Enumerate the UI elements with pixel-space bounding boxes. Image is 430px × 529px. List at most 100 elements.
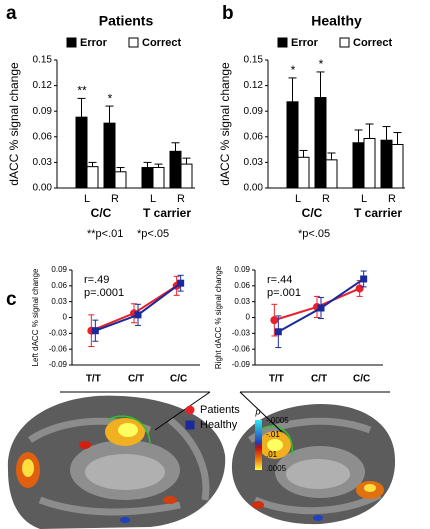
bar bbox=[180, 163, 193, 189]
y-tick-label: -0.06 bbox=[49, 344, 68, 353]
colorbar-label: -.0005 bbox=[266, 416, 289, 425]
group-label: T carrier bbox=[354, 206, 402, 220]
x-tick-label: R bbox=[322, 193, 330, 205]
y-tick-label: 0.00 bbox=[33, 183, 53, 194]
point bbox=[355, 284, 364, 293]
y-tick-label: 0.00 bbox=[244, 183, 264, 194]
footnote: **p<.01 bbox=[87, 228, 123, 240]
legend-label: Error bbox=[80, 37, 108, 49]
brain-right bbox=[231, 404, 396, 525]
group-label: C/C bbox=[91, 206, 112, 220]
x-tick-label: R bbox=[388, 193, 396, 205]
connector bbox=[239, 391, 283, 433]
significance-mark: * bbox=[291, 63, 296, 77]
bar bbox=[314, 97, 327, 189]
x-tick-label: C/T bbox=[311, 374, 327, 385]
x-tick-label: T/T bbox=[86, 374, 101, 385]
y-axis-label: Left dACC % signal change bbox=[31, 268, 40, 366]
y-tick-label: 0.06 bbox=[244, 131, 264, 142]
point bbox=[317, 304, 325, 312]
x-tick-label: C/C bbox=[353, 374, 370, 385]
annotation: r=.44 bbox=[267, 274, 292, 286]
y-tick-label: 0.03 bbox=[51, 297, 67, 306]
legend-label: Patients bbox=[200, 404, 240, 416]
y-axis-label: dACC % signal change bbox=[218, 62, 232, 186]
legend-label: Correct bbox=[142, 37, 181, 49]
y-tick-label: 0.12 bbox=[244, 80, 264, 91]
bar bbox=[103, 122, 116, 189]
x-tick-label: L bbox=[150, 193, 156, 205]
chart-title: Patients bbox=[99, 13, 154, 29]
y-tick-label: 0 bbox=[246, 313, 251, 322]
x-tick-label: L bbox=[84, 193, 90, 205]
y-tick-label: 0 bbox=[63, 313, 68, 322]
x-tick-label: C/C bbox=[170, 374, 187, 385]
annotation: p=.001 bbox=[267, 287, 301, 299]
colorbar bbox=[255, 420, 262, 470]
significance-mark: * bbox=[319, 57, 324, 71]
footnote: *p<.05 bbox=[137, 228, 169, 240]
y-axis-label: dACC % signal change bbox=[7, 62, 21, 186]
y-tick-label: -0.06 bbox=[232, 344, 251, 353]
y-tick-label: 0.15 bbox=[33, 55, 53, 66]
y-tick-label: 0.03 bbox=[33, 157, 53, 168]
significance-mark: ** bbox=[77, 84, 87, 98]
bar bbox=[286, 101, 299, 189]
y-tick-label: -0.09 bbox=[49, 360, 68, 369]
bar bbox=[380, 139, 393, 189]
legend-swatch bbox=[339, 37, 350, 48]
legend-label: Error bbox=[291, 37, 319, 49]
brain-left bbox=[7, 395, 226, 529]
significance-mark: * bbox=[108, 91, 113, 105]
legend-swatch bbox=[185, 420, 195, 430]
y-tick-label: 0.09 bbox=[244, 106, 264, 117]
y-tick-label: 0.12 bbox=[33, 80, 53, 91]
x-tick-label: R bbox=[111, 193, 119, 205]
y-tick-label: 0.06 bbox=[33, 131, 53, 142]
y-tick-label: 0.15 bbox=[244, 55, 264, 66]
y-tick-label: 0.09 bbox=[33, 106, 53, 117]
x-tick-label: L bbox=[295, 193, 301, 205]
y-axis-label: Right dACC % signal change bbox=[214, 265, 223, 369]
point bbox=[91, 327, 99, 335]
bar bbox=[86, 166, 99, 189]
group-label: C/C bbox=[302, 206, 323, 220]
legend-swatch bbox=[277, 37, 288, 48]
x-tick-label: L bbox=[361, 193, 367, 205]
chart-title: Healthy bbox=[311, 13, 362, 29]
bar bbox=[152, 167, 165, 189]
annotation: p=.0001 bbox=[84, 287, 124, 299]
y-tick-label: 0.09 bbox=[234, 265, 250, 274]
point bbox=[360, 275, 368, 283]
y-tick-label: -0.09 bbox=[232, 360, 251, 369]
y-tick-label: 0.06 bbox=[51, 281, 67, 290]
y-tick-label: 0.03 bbox=[244, 157, 264, 168]
legend-swatch bbox=[185, 405, 195, 415]
bar bbox=[391, 143, 404, 189]
footnote: *p<.05 bbox=[298, 228, 330, 240]
legend-swatch bbox=[66, 37, 77, 48]
bar bbox=[297, 156, 310, 189]
bar bbox=[75, 116, 88, 189]
bar bbox=[141, 167, 154, 189]
y-tick-label: 0.09 bbox=[51, 265, 67, 274]
point bbox=[177, 279, 185, 287]
y-tick-label: -0.03 bbox=[49, 328, 68, 337]
bar bbox=[325, 159, 338, 189]
x-tick-label: C/T bbox=[128, 374, 144, 385]
bar bbox=[363, 138, 376, 189]
colorbar-label: .0005 bbox=[266, 464, 287, 473]
colorbar-label: -.01 bbox=[266, 430, 280, 439]
y-tick-label: 0.03 bbox=[234, 297, 250, 306]
y-tick-label: 0.06 bbox=[234, 281, 250, 290]
annotation: r=.49 bbox=[84, 274, 109, 286]
connector bbox=[154, 391, 211, 431]
legend-swatch bbox=[128, 37, 139, 48]
panel-letter: c bbox=[6, 289, 17, 310]
colorbar-title: p bbox=[254, 406, 260, 416]
bar bbox=[169, 150, 182, 189]
group-label: T carrier bbox=[143, 206, 191, 220]
point bbox=[134, 311, 142, 319]
colorbar-label: .01 bbox=[266, 450, 278, 459]
x-tick-label: R bbox=[177, 193, 185, 205]
